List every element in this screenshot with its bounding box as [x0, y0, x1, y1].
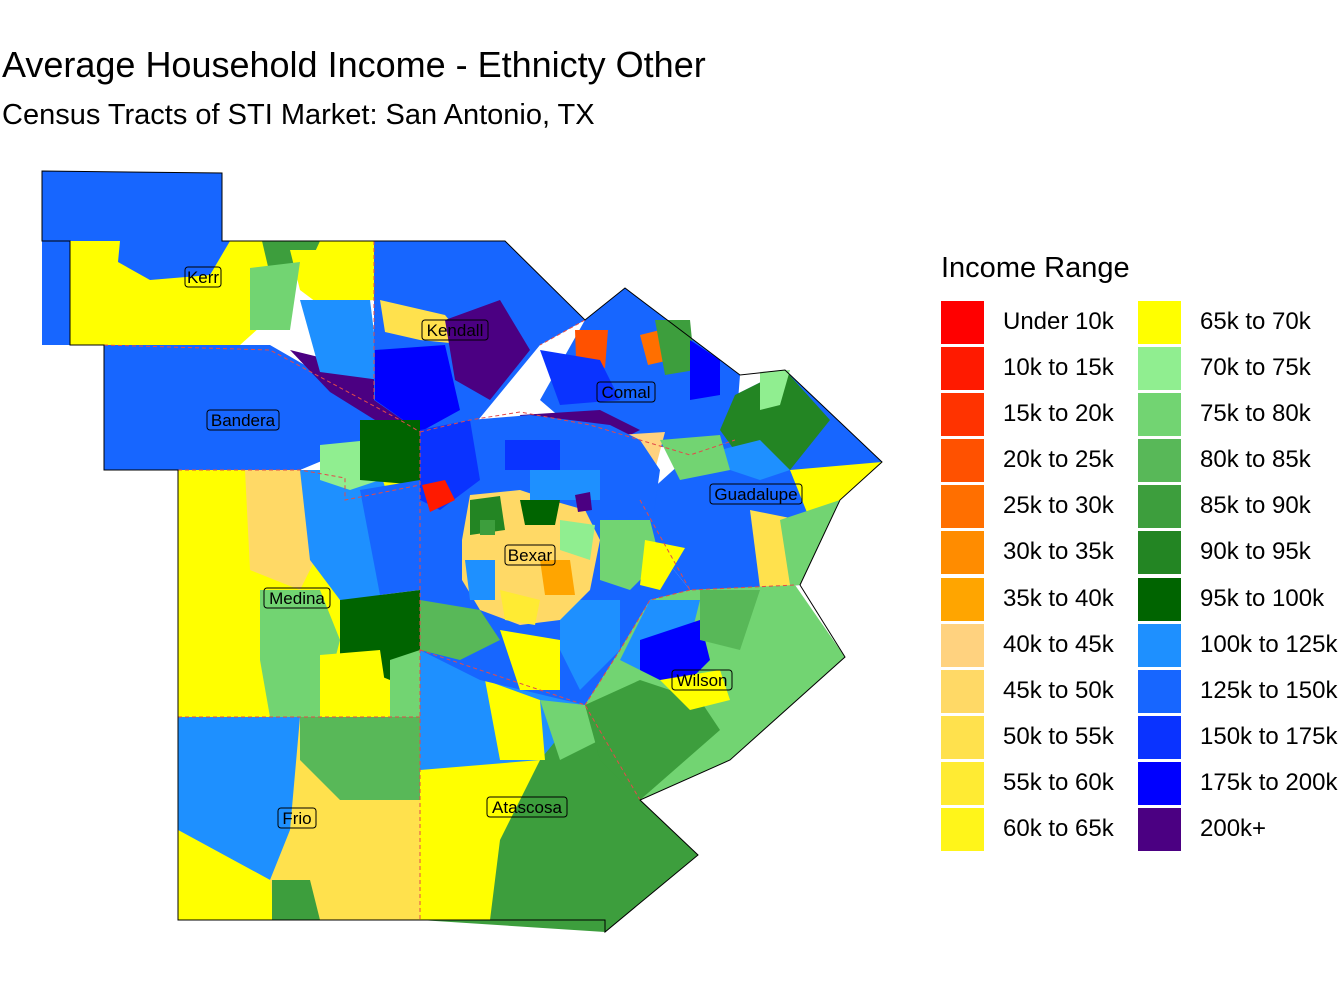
legend-swatch [1138, 347, 1181, 391]
svg-text:Medina: Medina [269, 589, 325, 608]
county-kerr [42, 171, 374, 345]
county-wilson [585, 585, 845, 800]
county-label-guadalupe: Guadalupe [709, 483, 803, 505]
county-bandera [104, 300, 420, 470]
legend-swatch [941, 301, 984, 344]
svg-text:Kerr: Kerr [187, 268, 219, 287]
county-atascosa [420, 650, 698, 932]
county-label-atascosa: Atascosa [486, 796, 568, 818]
svg-text:Kendall: Kendall [427, 321, 484, 340]
legend-label: 125k to 150k [1200, 676, 1338, 704]
legend-swatch [1138, 715, 1181, 759]
svg-text:Bexar: Bexar [508, 546, 553, 565]
legend-swatch [941, 577, 984, 621]
legend-label: 100k to 125k [1200, 630, 1338, 658]
map-subtitle: Census Tracts of STI Market: San Antonio… [2, 99, 595, 131]
legend-label: 80k to 85k [1200, 446, 1311, 474]
svg-text:Bandera: Bandera [211, 411, 276, 430]
county-medina [178, 420, 420, 717]
svg-text:Wilson: Wilson [676, 671, 727, 690]
legend-label: 40k to 45k [1003, 630, 1114, 658]
county-label-comal: Comal [596, 381, 656, 403]
legend-swatch [941, 531, 984, 575]
legend-swatch [941, 669, 984, 713]
county-kendall [374, 241, 585, 432]
legend-swatch [1138, 393, 1181, 437]
legend-label: 95k to 100k [1200, 584, 1325, 612]
legend-label: 15k to 20k [1003, 400, 1114, 428]
legend-label: 35k to 40k [1003, 584, 1114, 612]
legend-swatch [1138, 439, 1181, 483]
county-guadalupe [640, 370, 882, 590]
legend-swatch [1138, 301, 1181, 344]
legend-swatch [1138, 531, 1181, 575]
county-label-bexar: Bexar [504, 544, 556, 566]
legend-label: 55k to 60k [1003, 768, 1114, 796]
legend-label: 10k to 15k [1003, 354, 1114, 382]
legend-label: 50k to 55k [1003, 722, 1114, 750]
county-label-kerr: Kerr [184, 266, 222, 288]
market-outline [41, 170, 883, 934]
legend-label: 150k to 175k [1200, 722, 1338, 750]
legend-label: 85k to 90k [1200, 492, 1311, 520]
legend-label: Under 10k [1003, 308, 1114, 335]
county-labels: Kerr Kendall Comal Bandera Guadalupe Bex… [184, 266, 803, 829]
legend-title: Income Range [941, 252, 1130, 284]
legend-swatch [941, 393, 984, 437]
legend-swatch [941, 347, 984, 391]
svg-text:Comal: Comal [601, 383, 650, 402]
legend-swatch [941, 761, 984, 805]
svg-text:Guadalupe: Guadalupe [714, 485, 797, 504]
county-frio [178, 717, 420, 920]
legend-swatch [941, 715, 984, 759]
legend-swatch [941, 485, 984, 529]
svg-text:Frio: Frio [282, 809, 311, 828]
legend-swatch [941, 439, 984, 483]
legend-label: 175k to 200k [1200, 768, 1338, 796]
legend-swatch [1138, 669, 1181, 713]
legend-swatch [1138, 623, 1181, 667]
legend-swatch [1138, 485, 1181, 529]
legend-label: 45k to 50k [1003, 676, 1114, 704]
legend-label: 25k to 30k [1003, 492, 1114, 520]
county-label-bandera: Bandera [206, 409, 280, 431]
legend-label: 60k to 65k [1003, 815, 1114, 843]
legend-swatch [1138, 577, 1181, 621]
svg-text:Atascosa: Atascosa [492, 798, 562, 817]
county-label-medina: Medina [263, 587, 331, 609]
map-title: Average Household Income - Ethnicty Othe… [2, 44, 706, 85]
legend-label: 90k to 95k [1200, 538, 1311, 566]
legend-label: 200k+ [1200, 815, 1267, 843]
legend-swatch [941, 808, 984, 852]
legend-label: 65k to 70k [1200, 308, 1311, 335]
county-label-kendall: Kendall [421, 319, 489, 341]
choropleth-map: Kerr Kendall Comal Bandera Guadalupe Bex… [41, 170, 883, 934]
legend-label: 30k to 35k [1003, 538, 1114, 566]
legend-label: 70k to 75k [1200, 354, 1311, 382]
legend-swatch [1138, 761, 1181, 805]
legend-swatch [941, 623, 984, 667]
legend-swatch [1138, 808, 1181, 852]
county-label-wilson: Wilson [671, 669, 733, 691]
legend-label: 75k to 80k [1200, 400, 1311, 428]
county-label-frio: Frio [277, 807, 317, 829]
legend-label: 20k to 25k [1003, 446, 1114, 474]
